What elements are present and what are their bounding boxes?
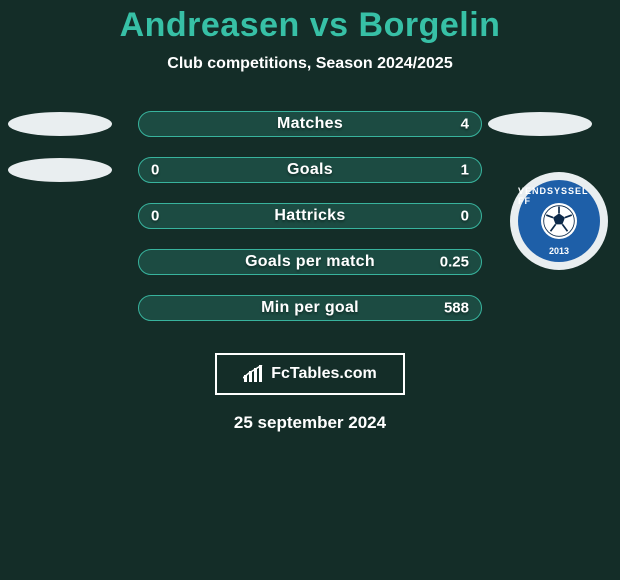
fctables-logo-text: FcTables.com	[271, 365, 377, 383]
stat-value-right: 4	[461, 116, 469, 133]
stat-value-right: 0.25	[440, 254, 469, 271]
fctables-logo[interactable]: FcTables.com	[215, 353, 405, 395]
club-badge: VENDSYSSEL FF 2013	[510, 172, 608, 270]
stat-label: Goals	[287, 161, 333, 179]
page-title: Andreasen vs Borgelin	[0, 0, 620, 45]
stat-bar: Matches 4	[138, 111, 482, 137]
player-placeholder	[8, 158, 112, 182]
comparison-canvas: Andreasen vs Borgelin Club competitions,…	[0, 0, 620, 580]
stat-value-right: 0	[461, 208, 469, 225]
stat-bar: Goals per match 0.25	[138, 249, 482, 275]
stat-label: Min per goal	[261, 299, 359, 317]
stat-label: Goals per match	[245, 253, 375, 271]
stat-value-right: 588	[444, 300, 469, 317]
bar-chart-icon	[243, 365, 265, 383]
player-placeholder	[488, 112, 592, 136]
stat-value-left: 0	[151, 208, 159, 225]
stat-bar: Min per goal 588	[138, 295, 482, 321]
stat-label: Hattricks	[274, 207, 345, 225]
date-text: 25 september 2024	[0, 413, 620, 433]
player-placeholder	[8, 112, 112, 136]
stat-label: Matches	[277, 115, 343, 133]
club-badge-inner: VENDSYSSEL FF 2013	[518, 180, 600, 262]
stat-value-left: 0	[151, 162, 159, 179]
stat-row: Min per goal 588	[0, 285, 620, 331]
club-year: 2013	[549, 246, 569, 256]
subtitle: Club competitions, Season 2024/2025	[0, 55, 620, 73]
football-icon	[541, 203, 577, 239]
stat-bar: Hattricks 0 0	[138, 203, 482, 229]
stat-value-right: 1	[461, 162, 469, 179]
stat-bar: Goals 0 1	[138, 157, 482, 183]
